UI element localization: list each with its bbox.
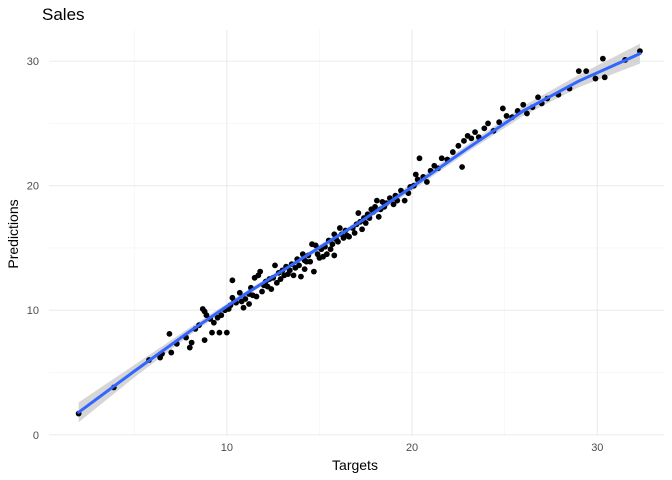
data-point — [257, 268, 264, 275]
y-tick-label: 10 — [27, 305, 39, 317]
data-point — [236, 289, 243, 296]
data-point — [499, 105, 506, 112]
data-point — [535, 94, 541, 101]
fit-line-layer — [77, 52, 642, 414]
data-point — [461, 137, 467, 144]
data-point — [438, 155, 445, 162]
x-tick-label: 10 — [221, 442, 233, 454]
regression-fit-line — [77, 52, 642, 414]
grid — [49, 30, 664, 436]
data-point — [359, 226, 365, 233]
data-point — [242, 296, 249, 302]
data-point — [240, 304, 247, 311]
data-point — [459, 164, 465, 170]
data-point — [637, 48, 643, 55]
points-layer — [75, 48, 643, 417]
y-tick-label: 30 — [27, 56, 39, 68]
data-point — [186, 344, 193, 351]
data-point — [592, 75, 599, 82]
data-point — [601, 74, 608, 81]
data-point — [188, 339, 195, 346]
data-point — [229, 277, 236, 284]
data-point — [209, 329, 215, 336]
data-point — [496, 119, 503, 126]
data-point — [583, 68, 590, 74]
data-point — [390, 201, 397, 208]
data-point — [373, 197, 380, 204]
data-point — [346, 233, 352, 240]
data-point — [210, 319, 217, 326]
data-point — [503, 113, 510, 119]
data-point — [310, 268, 317, 275]
data-point — [575, 68, 582, 74]
y-axis-ticks: 0 10 20 30 — [27, 56, 39, 442]
confidence-band — [78, 43, 640, 423]
data-point — [520, 101, 527, 108]
data-point — [416, 155, 423, 162]
data-point — [223, 329, 230, 336]
data-point — [218, 312, 225, 319]
y-tick-label: 20 — [27, 181, 39, 193]
y-tick-label: 0 — [33, 430, 39, 442]
x-tick-label: 20 — [406, 442, 418, 454]
data-point — [329, 241, 336, 248]
data-point — [216, 329, 223, 336]
data-point — [246, 301, 252, 307]
data-point — [286, 267, 293, 274]
data-point — [524, 110, 530, 117]
data-point — [335, 238, 341, 245]
data-point — [166, 330, 173, 337]
data-point — [268, 286, 275, 292]
data-point — [259, 288, 265, 295]
data-point — [168, 349, 175, 356]
data-point — [372, 203, 378, 210]
data-point — [412, 171, 419, 178]
data-point — [401, 197, 408, 204]
confidence-band-layer — [78, 43, 640, 423]
data-point — [201, 337, 208, 344]
data-point — [351, 230, 358, 236]
data-point — [455, 142, 462, 149]
data-point — [336, 225, 343, 231]
data-point — [296, 262, 302, 269]
data-point — [273, 279, 280, 286]
data-point — [331, 252, 338, 259]
data-point — [362, 220, 369, 226]
data-point — [599, 55, 606, 62]
data-point — [472, 129, 478, 136]
y-axis-title: Predictions — [5, 199, 21, 268]
data-point — [468, 135, 475, 142]
data-point — [375, 213, 382, 220]
data-point — [485, 120, 491, 127]
data-point — [290, 272, 297, 279]
x-axis-ticks: 10 20 30 — [221, 442, 604, 454]
data-point — [323, 251, 330, 258]
data-point — [423, 179, 430, 185]
data-point — [307, 258, 314, 265]
data-point — [327, 246, 334, 253]
data-point — [481, 125, 488, 132]
data-point — [253, 293, 260, 300]
data-point — [301, 266, 308, 273]
data-point — [203, 312, 210, 319]
data-point — [272, 262, 278, 269]
data-point — [298, 273, 304, 280]
data-point — [449, 149, 456, 155]
data-point — [277, 276, 284, 282]
chart-title: Sales — [42, 5, 85, 24]
x-axis-title: Targets — [332, 457, 378, 473]
data-point — [312, 242, 319, 249]
x-tick-label: 30 — [591, 442, 603, 454]
data-point — [355, 210, 362, 216]
